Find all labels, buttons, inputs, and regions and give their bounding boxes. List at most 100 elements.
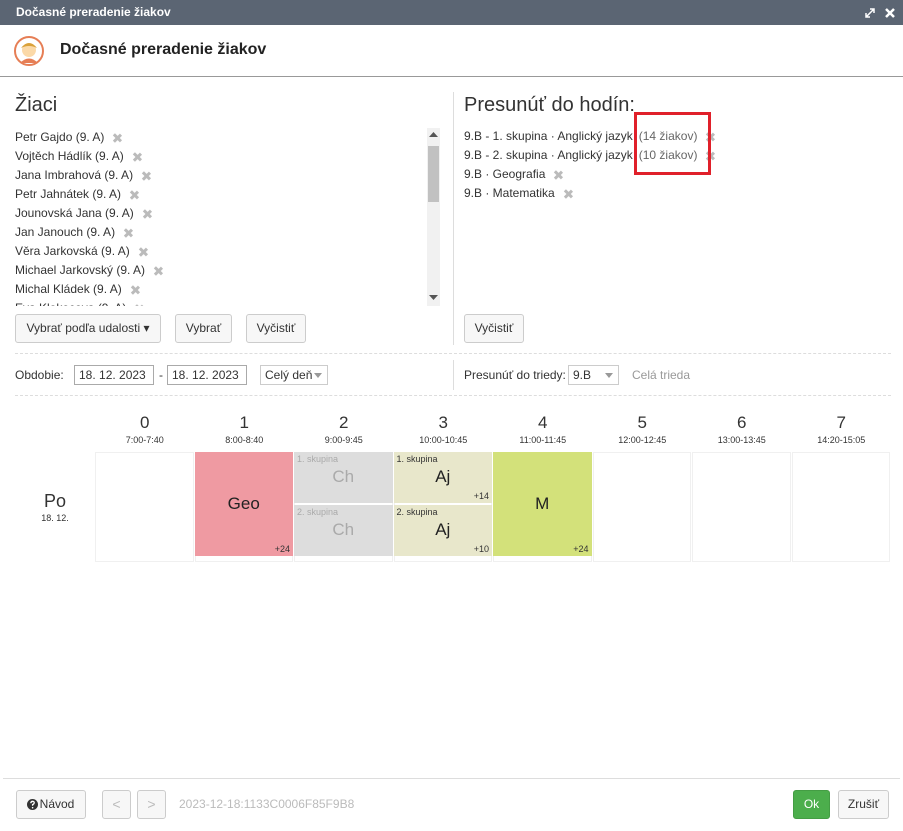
student-item: Věra Jarkovská (9. A) [15,242,440,261]
next-button[interactable]: > [137,790,166,819]
target-text: 9.B - 1. skupina · Anglický jazyk [464,129,633,143]
dashed-divider [15,353,891,354]
date-to-input[interactable]: 18. 12. 2023 [167,365,247,385]
group-count: +14 [473,491,489,501]
period-label: Obdobie: [15,368,64,382]
group-card[interactable]: 2. skupina Ch [294,505,393,556]
remove-icon[interactable] [124,229,132,237]
clear-targets-button[interactable]: Vyčistiť [464,314,524,343]
student-name: Petr Jahnátek (9. A) [15,187,122,201]
lesson-count: +24 [573,544,589,554]
target-text: 9.B - 2. skupina · Anglický jazyk [464,148,633,162]
period-number: 0 [140,413,150,432]
select-by-event-button[interactable]: Vybrať podľa udalosti ▾ [15,314,161,343]
dashed-divider [15,395,891,396]
day-part-select[interactable]: Celý deň [260,365,328,385]
class-label: Presunúť do triedy: [464,368,566,382]
student-item: Jana Imbrahová (9. A) [15,166,440,185]
remove-icon[interactable] [131,286,139,294]
target-text: 9.B · Matematika [464,186,555,200]
target-count: (10 žiakov) [638,148,698,162]
footer-divider [3,778,900,779]
group-card[interactable]: 1. skupina Ch [294,452,393,503]
remove-icon[interactable] [142,172,150,180]
student-item: Petr Jahnátek (9. A) [15,185,440,204]
period-time: 13:00-13:45 [717,435,766,445]
target-count: (14 žiakov) [638,129,698,143]
date-separator: - [159,368,163,382]
student-item: Michael Jarkovský (9. A) [15,261,440,280]
select-button[interactable]: Vybrať [175,314,232,343]
scroll-up[interactable] [429,132,438,138]
student-name: Eva Klokocova (9. A) [15,301,126,306]
student-item: Michal Kládek (9. A) [15,280,440,299]
group-subject: Ch [332,467,355,486]
period-time: 14:20-15:05 [817,435,866,445]
remove-icon[interactable] [564,190,572,198]
period-number: 1 [239,413,249,432]
period-time: 10:00-10:45 [419,435,468,445]
group-label: 2. skupina [297,507,339,517]
remove-icon[interactable] [113,134,121,142]
group-label: 1. skupina [396,454,438,464]
header-title: Dočasné preradenie žiakov [60,41,267,58]
group-label: 1. skupina [297,454,339,464]
student-name: Jounovská Jana (9. A) [15,206,134,220]
student-name: Věra Jarkovská (9. A) [15,244,130,258]
remove-icon[interactable] [143,210,151,218]
remove-icon[interactable] [154,267,162,275]
section-divider [453,92,454,345]
scroll-down[interactable] [429,295,438,301]
prev-button[interactable]: < [102,790,131,819]
lesson-count: +24 [274,544,290,554]
group-count: +10 [473,544,489,554]
maximize-icon[interactable] [864,7,876,19]
period-number: 2 [339,413,349,432]
cancel-button[interactable]: Zrušiť [838,790,889,819]
remove-icon[interactable] [139,248,147,256]
student-item: Jan Janouch (9. A) [15,223,440,242]
target-text: 9.B · Geografia [464,167,546,181]
remove-icon[interactable] [133,153,141,161]
period-number: 4 [538,413,548,432]
empty-cell [95,452,194,562]
ok-button[interactable]: Ok [793,790,830,819]
group-card[interactable]: 2. skupina Aj +10 [393,505,492,556]
record-id: 2023-12-18:1133C0006F85F9B8 [179,797,355,811]
date-from-input[interactable]: 18. 12. 2023 [74,365,154,385]
filter-divider [453,360,454,390]
empty-cell [791,452,890,562]
remove-icon[interactable] [554,171,562,179]
scrollbar[interactable] [427,128,440,306]
header-icon [14,36,44,66]
targets-heading: Presunúť do hodín: [464,94,635,116]
student-name: Michal Kládek (9. A) [15,282,122,296]
scrollbar-thumb[interactable] [428,146,439,202]
student-item: Petr Gajdo (9. A) [15,128,440,147]
period-time: 7:00-7:40 [125,435,164,445]
class-note: Celá trieda [632,368,691,382]
empty-cell [592,452,691,562]
target-item: 9.B · Geografia [464,165,894,184]
period-time: 11:00-11:45 [519,435,567,445]
group-card[interactable]: 1. skupina Aj +14 [393,452,492,503]
period-time: 9:00-9:45 [324,435,363,445]
class-select[interactable]: 9.B [568,365,619,385]
help-icon [27,799,38,810]
target-item: 9.B - 1. skupina · Anglický jazyk (14 žia… [464,127,894,146]
period-number: 7 [836,413,846,432]
student-name: Michael Jarkovský (9. A) [15,263,146,277]
lesson-card[interactable]: Geo +24 [194,452,293,556]
remove-icon[interactable] [135,305,143,306]
remove-icon[interactable] [130,191,138,199]
group-subject: Aj [435,467,451,486]
group-label: 2. skupina [396,507,438,517]
group-subject: Ch [332,520,355,539]
close-icon[interactable] [884,7,896,19]
student-name: Vojtěch Hádlík (9. A) [15,149,124,163]
lesson-card[interactable]: M +24 [493,452,592,556]
students-heading: Žiaci [15,94,58,116]
target-item: 9.B - 2. skupina · Anglický jazyk (10 žia… [464,146,894,165]
clear-students-button[interactable]: Vyčistiť [246,314,306,343]
